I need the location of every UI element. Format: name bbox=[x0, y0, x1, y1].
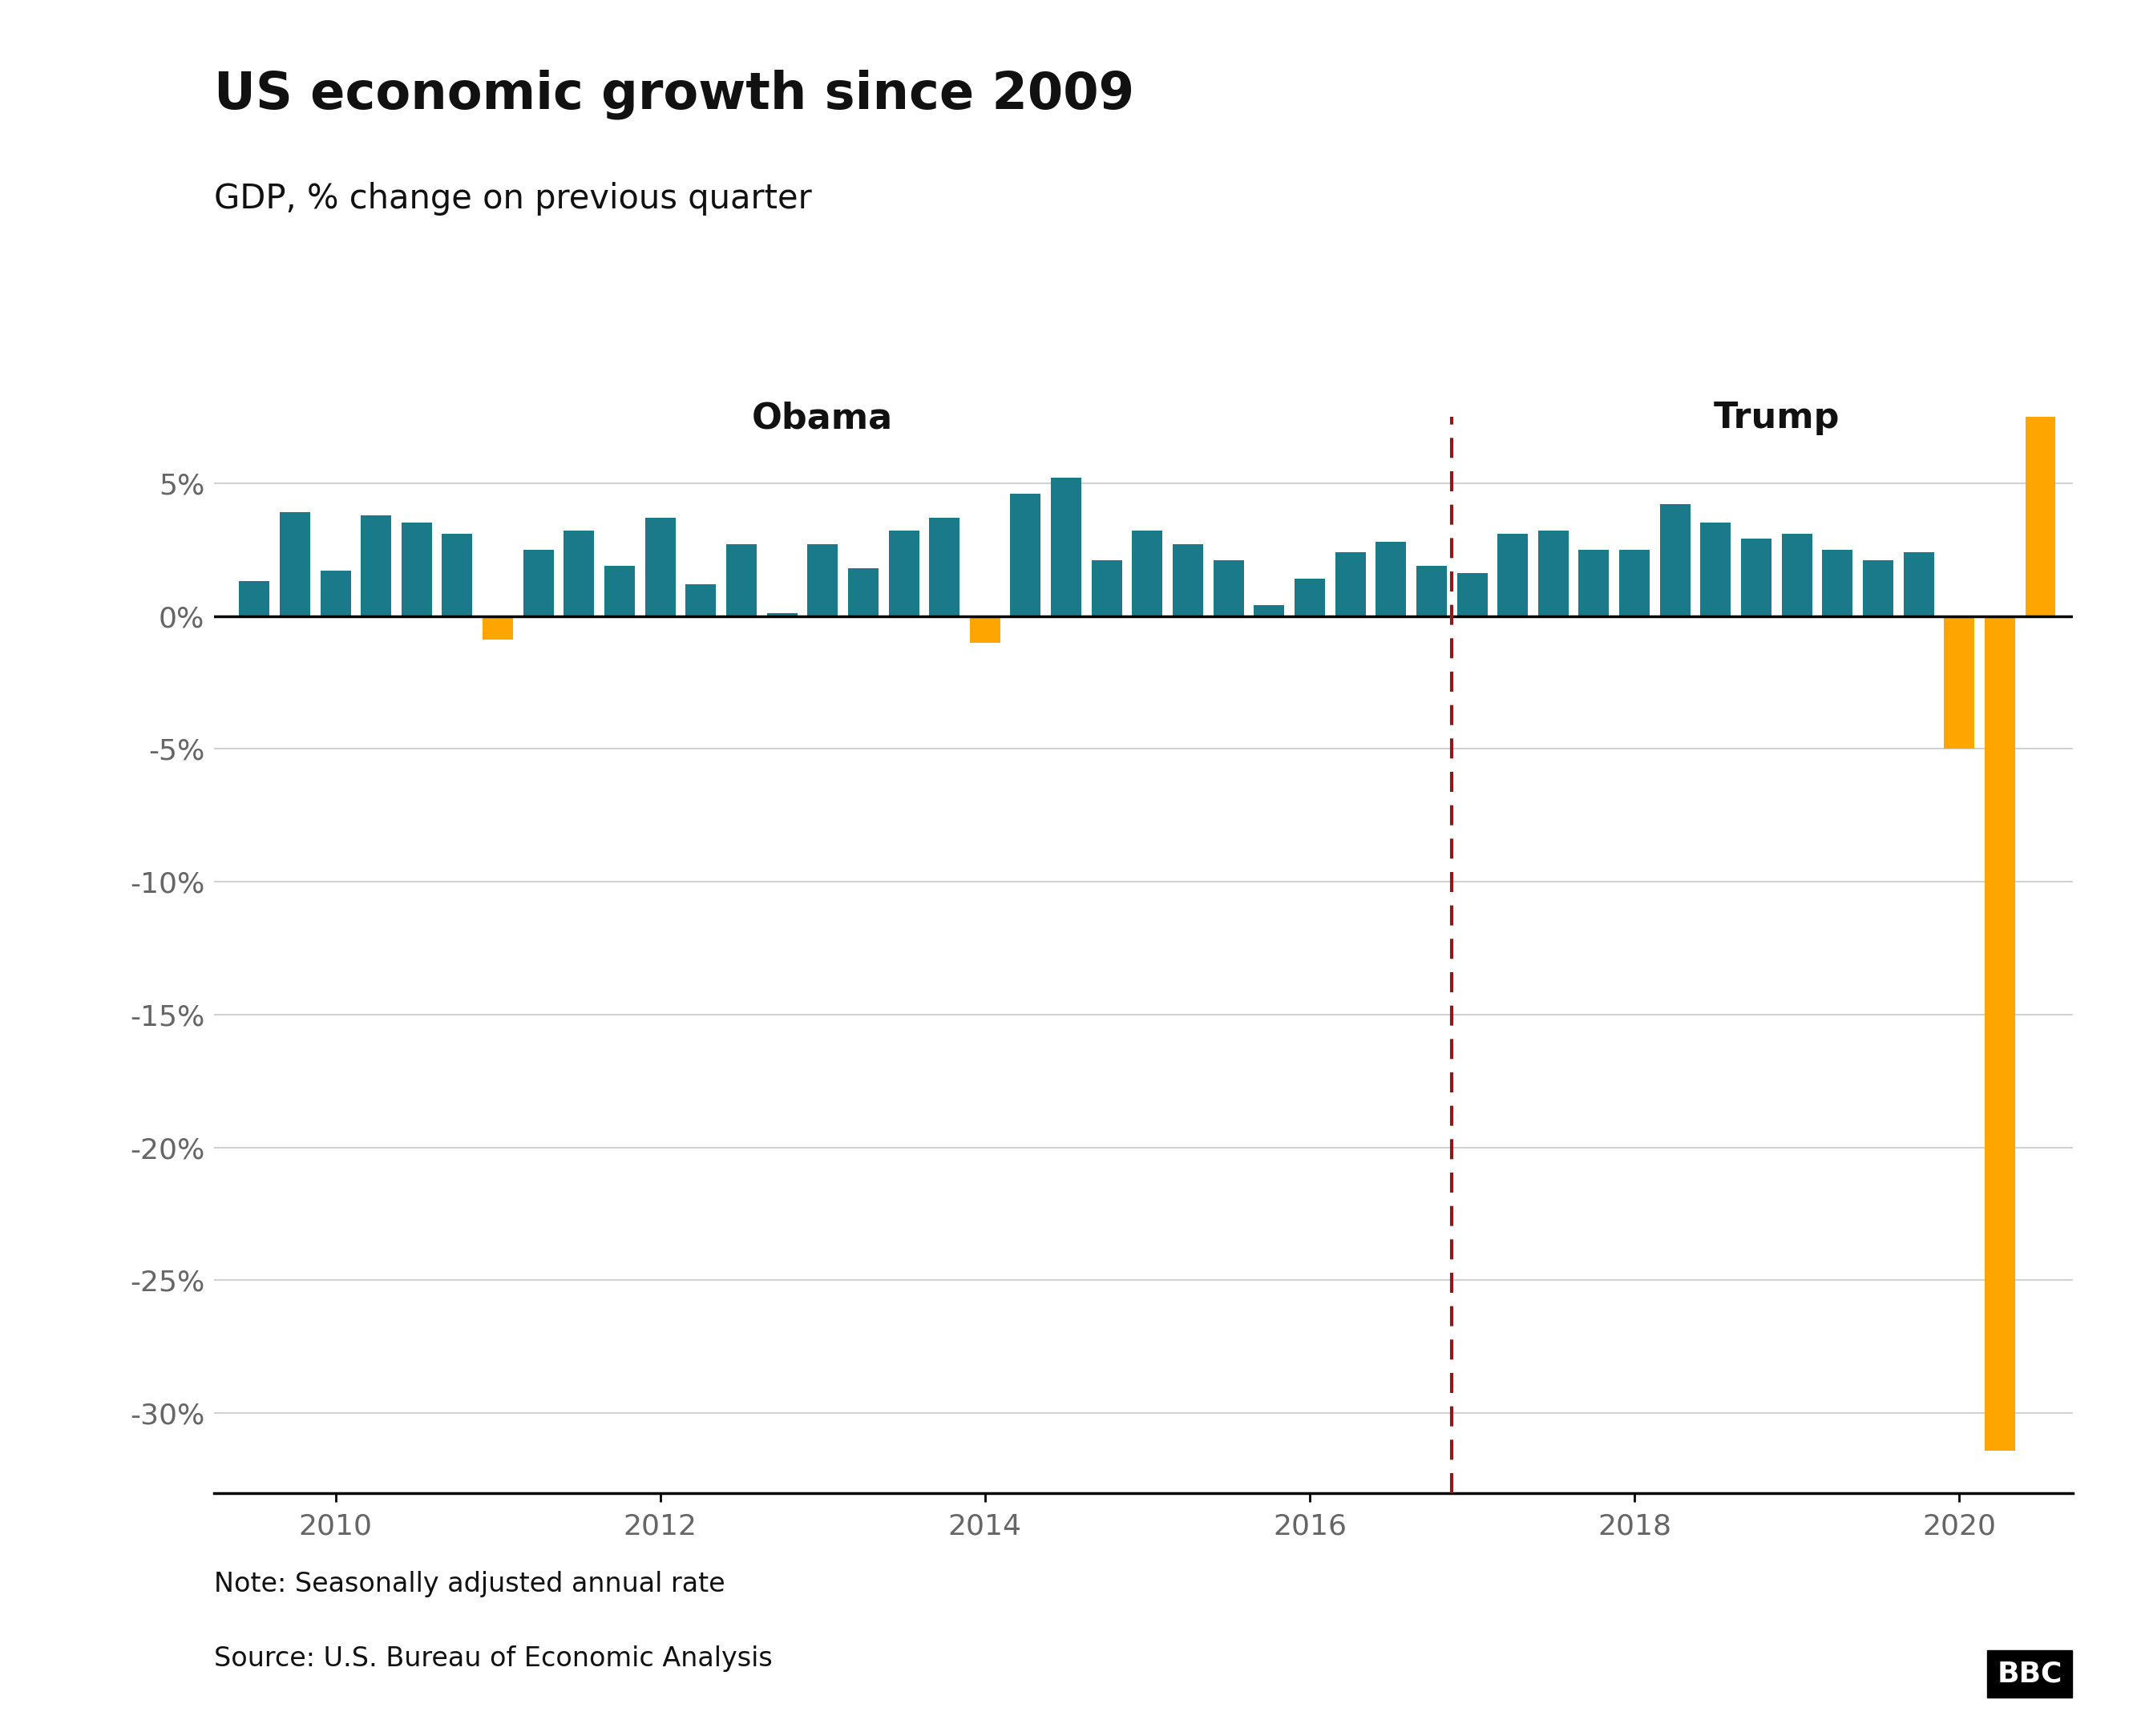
Bar bbox=[1173, 543, 1203, 616]
Bar bbox=[1701, 523, 1731, 616]
Bar bbox=[1133, 531, 1163, 616]
Bar bbox=[605, 566, 635, 616]
Bar bbox=[524, 550, 553, 616]
Bar bbox=[970, 616, 1000, 642]
Bar bbox=[1985, 616, 2015, 1451]
Bar bbox=[239, 582, 269, 616]
Bar bbox=[1742, 538, 1772, 616]
Bar bbox=[848, 568, 878, 616]
Bar bbox=[321, 571, 350, 616]
Bar bbox=[686, 583, 716, 616]
Bar bbox=[1011, 493, 1041, 616]
Bar bbox=[1539, 531, 1569, 616]
Bar bbox=[2026, 0, 2056, 616]
Bar bbox=[361, 516, 391, 616]
Bar bbox=[280, 512, 310, 616]
Text: Trump: Trump bbox=[1714, 401, 1840, 436]
Bar bbox=[1782, 533, 1812, 616]
Bar bbox=[1336, 552, 1366, 616]
Text: Obama: Obama bbox=[752, 401, 893, 436]
Bar bbox=[402, 523, 432, 616]
Bar bbox=[727, 543, 756, 616]
Bar bbox=[645, 517, 675, 616]
Text: Note: Seasonally adjusted annual rate: Note: Seasonally adjusted annual rate bbox=[214, 1571, 724, 1597]
Bar bbox=[483, 616, 513, 641]
Bar bbox=[1457, 573, 1487, 616]
Bar bbox=[1620, 550, 1650, 616]
Bar bbox=[1254, 606, 1284, 616]
Text: Source: U.S. Bureau of Economic Analysis: Source: U.S. Bureau of Economic Analysis bbox=[214, 1646, 771, 1672]
Bar bbox=[1092, 561, 1122, 616]
Text: US economic growth since 2009: US economic growth since 2009 bbox=[214, 69, 1135, 120]
Bar bbox=[930, 517, 960, 616]
Text: GDP, % change on previous quarter: GDP, % change on previous quarter bbox=[214, 182, 812, 215]
Bar bbox=[1051, 477, 1081, 616]
Bar bbox=[1904, 552, 1934, 616]
Bar bbox=[1579, 550, 1609, 616]
Bar bbox=[889, 531, 919, 616]
Bar bbox=[1660, 505, 1690, 616]
Bar bbox=[767, 613, 797, 616]
Bar bbox=[1295, 578, 1325, 616]
Bar bbox=[1376, 542, 1406, 616]
Bar bbox=[1214, 561, 1244, 616]
Bar bbox=[442, 533, 472, 616]
Bar bbox=[1823, 550, 1853, 616]
Bar bbox=[1498, 533, 1528, 616]
Bar bbox=[1417, 566, 1447, 616]
Bar bbox=[1945, 616, 1975, 748]
Text: BBC: BBC bbox=[1996, 1660, 2062, 1687]
Bar bbox=[808, 543, 838, 616]
Bar bbox=[564, 531, 594, 616]
Bar bbox=[1863, 561, 1893, 616]
